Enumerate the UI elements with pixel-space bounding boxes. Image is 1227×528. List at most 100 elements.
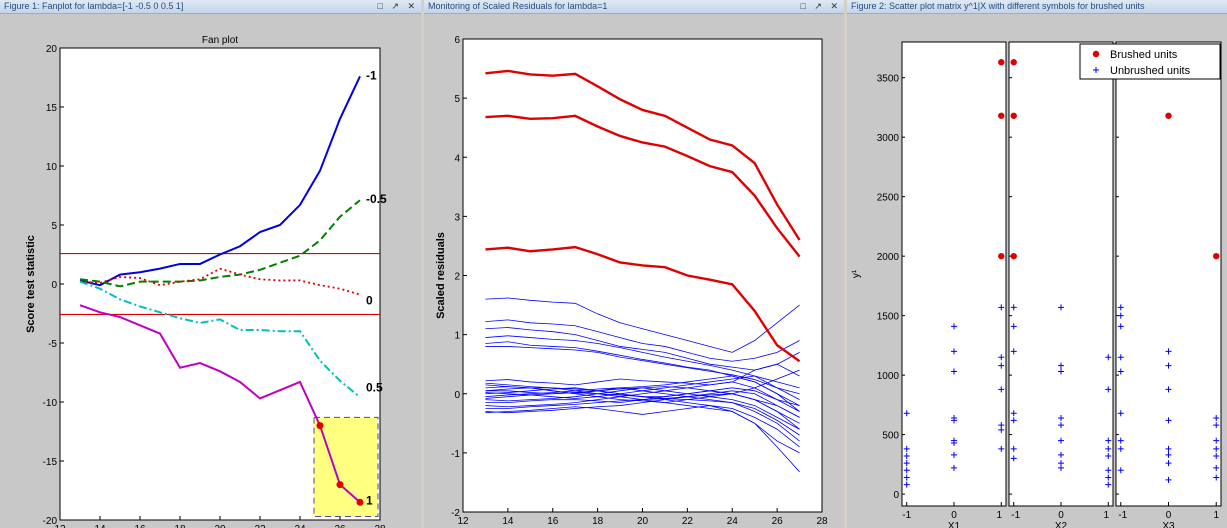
y-tick-label: 0 [454, 390, 460, 401]
brushed-point [1010, 59, 1017, 66]
x-tick-label: 12 [54, 524, 66, 528]
unbrushed-point [1165, 362, 1172, 369]
residuals-titlebar[interactable]: Monitoring of Scaled Residuals for lambd… [424, 0, 844, 14]
unbrushed-residual-line [485, 381, 800, 408]
y-axis-label: Score test statistic [25, 235, 37, 333]
y-tick-label: 0 [51, 280, 57, 291]
unbrushed-point [1213, 474, 1220, 481]
fanplot-titlebar[interactable]: Figure 1: Fanplot for lambda=[-1 -0.5 0 … [0, 0, 421, 14]
legend-entry-unbrushed: Unbrushed units [1110, 65, 1191, 77]
unbrushed-point [1165, 445, 1172, 452]
unbrushed-point [1010, 323, 1017, 330]
brush-selection-box [313, 416, 379, 517]
brushed-point [1213, 252, 1220, 260]
unbrushed-point [1105, 354, 1112, 361]
x-tick-label: 18 [174, 524, 186, 528]
x-tick-label: -1 [902, 510, 911, 521]
unbrushed-point [1117, 368, 1124, 375]
unbrushed-point [1010, 304, 1017, 311]
unbrushed-point [1165, 460, 1172, 467]
brushed-point [1010, 252, 1017, 260]
y-tick-label: 20 [46, 44, 58, 55]
unbrushed-residual-line [485, 387, 800, 473]
unbrushed-point [1213, 445, 1220, 452]
unbrushed-point [1105, 474, 1112, 481]
y-axis-label: Scaled residuals [435, 232, 447, 319]
y-tick-label: 2500 [877, 193, 900, 204]
x-tick-label: 0 [1058, 510, 1064, 521]
y-tick-label: 4 [454, 153, 460, 164]
unbrushed-point [1058, 414, 1064, 421]
unbrushed-point [1058, 362, 1064, 369]
x-tick-label: 26 [772, 516, 784, 527]
y-tick-label: -10 [43, 398, 58, 409]
unbrushed-point [1010, 410, 1017, 417]
y-tick-label: 5 [454, 94, 460, 105]
brushed-point [316, 422, 324, 430]
unbrushed-point [1117, 467, 1124, 474]
unbrushed-point [1165, 451, 1172, 458]
unbrushed-point [951, 464, 957, 471]
x-tick-label: 12 [457, 516, 469, 527]
unbrushed-point [1058, 304, 1064, 311]
legend-brushed-marker [1092, 50, 1100, 58]
legend-box [1079, 43, 1221, 80]
unbrushed-point [1058, 437, 1064, 444]
y-tick-label: -1 [451, 449, 460, 460]
residuals-window: Monitoring of Scaled Residuals for lambd… [424, 0, 844, 528]
legend-entry-brushed: Brushed units [1110, 49, 1178, 61]
unbrushed-point [1117, 312, 1124, 319]
scatter-panel [1008, 41, 1114, 507]
unbrushed-point [1105, 453, 1112, 460]
unbrushed-point [998, 304, 1005, 311]
window-controls-icon[interactable]: □ ↗ ✕ [377, 1, 418, 11]
series-line-1 [79, 199, 361, 288]
x-tick-label: -1 [1118, 510, 1127, 521]
unbrushed-point [1213, 464, 1220, 471]
x-tick-label: -1 [1011, 510, 1020, 521]
y-tick-label: -15 [43, 457, 58, 468]
residuals-window-title: Monitoring of Scaled Residuals for lambd… [428, 1, 608, 11]
brushed-point [998, 252, 1005, 260]
x-tick-label: 0 [1166, 510, 1172, 521]
brushed-point [1165, 112, 1172, 119]
window-controls-icon[interactable]: □ ↗ ✕ [800, 1, 841, 11]
scatter-titlebar[interactable]: Figure 2: Scatter plot matrix y^1|X with… [847, 0, 1227, 14]
unbrushed-point [1117, 354, 1124, 361]
y-tick-label: 5 [51, 221, 57, 232]
y-tick-label: 1500 [877, 312, 900, 323]
panel-x-label: X3 [1162, 521, 1175, 528]
y-tick-label: 0 [893, 490, 899, 501]
brushed-point [336, 481, 344, 489]
unbrushed-point [903, 481, 910, 488]
unbrushed-point [998, 354, 1005, 361]
y-tick-label: 3000 [877, 133, 900, 144]
x-tick-label: 16 [547, 516, 559, 527]
chart-title: Fan plot [202, 35, 238, 46]
unbrushed-point [1105, 467, 1112, 474]
unbrushed-point [1213, 453, 1220, 460]
y-tick-label: 15 [46, 103, 58, 114]
y-tick-label: 1000 [877, 371, 900, 382]
y-tick-label: 3 [454, 212, 460, 223]
unbrushed-point [903, 460, 910, 467]
fanplot-chart: Fan plot121416182022242628-20-15-10-5051… [25, 35, 387, 528]
unbrushed-point [1213, 437, 1220, 444]
unbrushed-point [998, 445, 1005, 452]
unbrushed-point [903, 453, 910, 460]
unbrushed-point [1165, 348, 1172, 355]
y-tick-label: 2 [454, 272, 460, 283]
x-tick-label: 14 [94, 524, 106, 528]
fanplot-window: Figure 1: Fanplot for lambda=[-1 -0.5 0 … [0, 0, 421, 528]
brushed-residual-line [485, 114, 801, 258]
unbrushed-point [1058, 368, 1064, 375]
x-tick-label: 18 [592, 516, 604, 527]
unbrushed-point [1058, 422, 1064, 429]
y-tick-label: 6 [454, 35, 460, 46]
y-tick-label: -20 [43, 516, 58, 527]
series-label: 0 [366, 294, 373, 308]
unbrushed-point [951, 348, 957, 355]
brushed-point [998, 59, 1005, 66]
series-line-4 [79, 304, 361, 504]
